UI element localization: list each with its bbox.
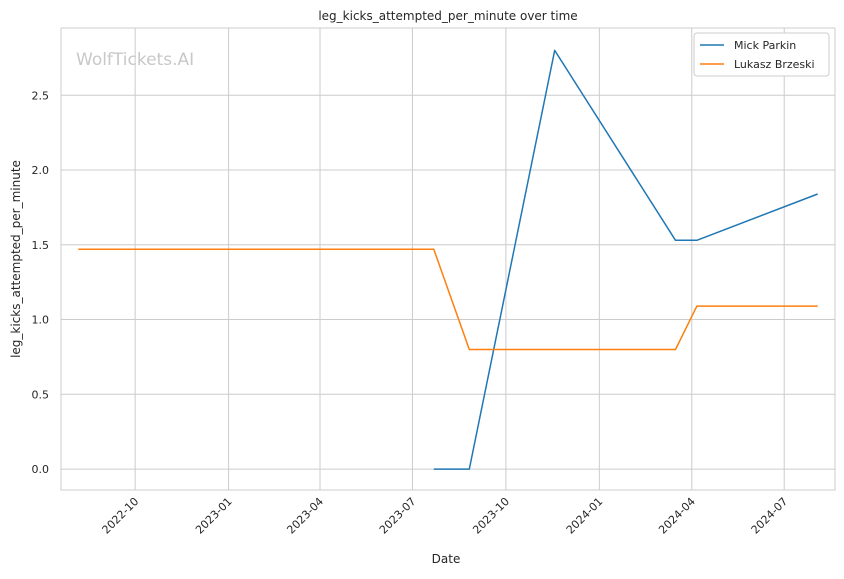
series-line-lukasz-brzeski (78, 248, 818, 351)
legend-label-lukasz-brzeski: Lukasz Brzeski (734, 58, 815, 71)
y-tick-label: 2.5 (32, 89, 50, 102)
series-line-mick-parkin (433, 49, 818, 470)
legend: Mick Parkin Lukasz Brzeski (693, 32, 830, 77)
legend-box (693, 32, 830, 77)
y-tick-label: 0.5 (32, 388, 50, 401)
y-axis-ticks: 0.0 0.5 1.0 1.5 2.0 2.5 (32, 89, 50, 476)
chart-title: leg_kicks_attempted_per_minute over time (318, 9, 577, 23)
y-tick-label: 0.0 (32, 463, 50, 476)
x-axis-label: Date (432, 552, 461, 566)
watermark: WolfTickets.AI (76, 50, 194, 70)
plot-area-frame (60, 27, 836, 491)
y-tick-label: 1.5 (32, 239, 50, 252)
y-axis-label: leg_kicks_attempted_per_minute (9, 160, 23, 358)
y-tick-label: 2.0 (32, 164, 50, 177)
y-tick-label: 1.0 (32, 314, 50, 327)
grid-lines (61, 28, 835, 490)
series-lines (78, 49, 818, 470)
legend-label-mick-parkin: Mick Parkin (734, 39, 796, 52)
